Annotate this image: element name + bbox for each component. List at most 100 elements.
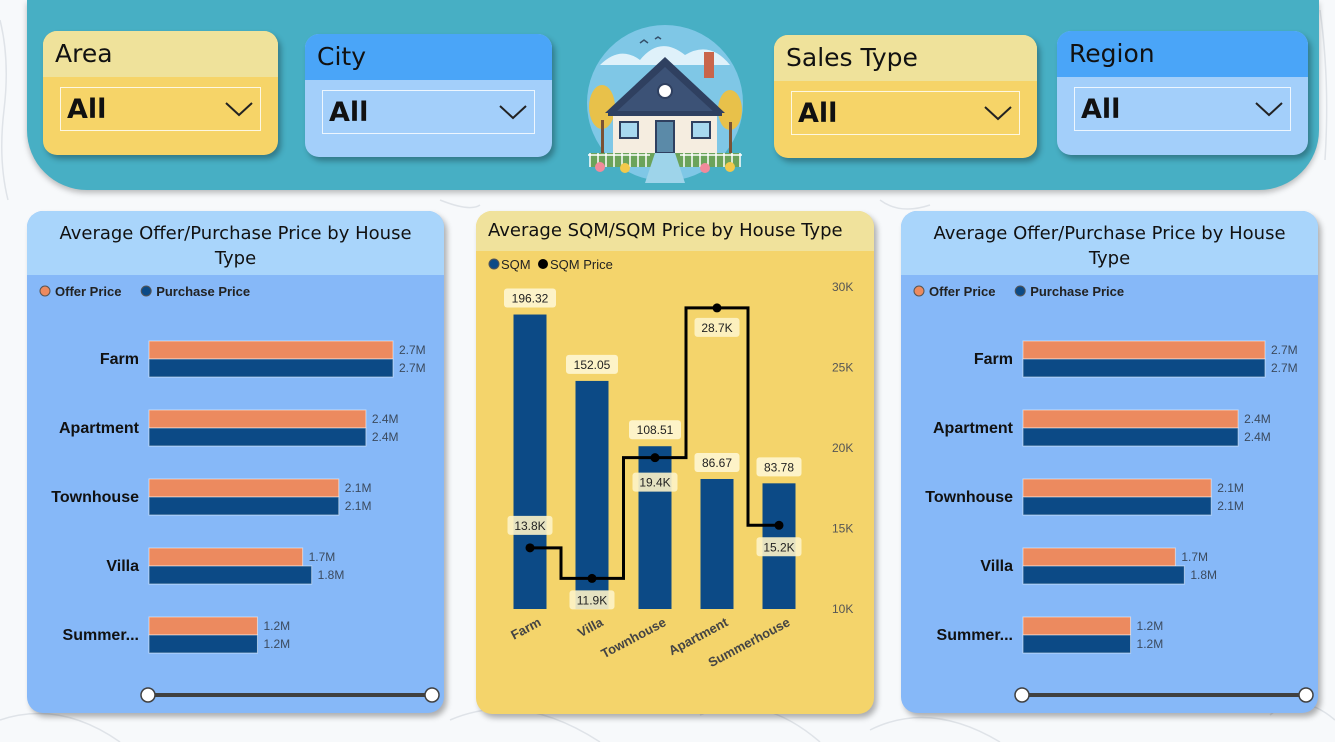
legend-marker xyxy=(488,258,500,270)
offer-purchase-card-right: Average Offer/Purchase Price by House Ty… xyxy=(901,211,1318,713)
chevron-down-icon xyxy=(225,102,253,117)
legend-label: Offer Price xyxy=(55,284,121,299)
legend-label: Offer Price xyxy=(929,284,995,299)
data-label: 2.1M xyxy=(345,481,372,495)
data-label: 1.2M xyxy=(1137,637,1164,651)
category-label: Townhouse xyxy=(925,489,1013,506)
data-label: 2.1M xyxy=(345,499,372,513)
bar xyxy=(1022,547,1176,567)
slider-handle-end xyxy=(1298,687,1314,703)
slider-handle-start xyxy=(140,687,156,703)
axis-tick-label: 10K xyxy=(832,602,853,616)
dropdown-value: All xyxy=(1081,93,1121,125)
chevron-down-icon xyxy=(499,105,527,120)
bar xyxy=(1022,496,1212,516)
data-label: 83.78 xyxy=(764,460,794,474)
data-label: 2.7M xyxy=(1271,343,1298,357)
legend-label: Purchase Price xyxy=(1030,284,1124,299)
data-label: 15.2K xyxy=(763,540,794,554)
line-point xyxy=(525,543,535,553)
bar xyxy=(1022,427,1239,447)
bar xyxy=(1022,634,1132,654)
axis-tick-label: 25K xyxy=(832,361,853,375)
data-label: 2.1M xyxy=(1217,499,1244,513)
data-label-bg xyxy=(756,457,802,477)
data-label: 2.4M xyxy=(1244,412,1271,426)
city-slicer[interactable]: City All xyxy=(305,34,552,157)
data-label: 196.32 xyxy=(512,292,549,306)
house-logo-icon xyxy=(587,25,743,183)
data-label: 86.67 xyxy=(702,456,732,470)
category-label: Townhouse xyxy=(598,614,668,661)
line-point xyxy=(587,573,597,583)
slicer-title: Region xyxy=(1057,31,1308,77)
chart-title: Average SQM/SQM Price by House Type xyxy=(476,211,874,251)
sales-type-dropdown[interactable]: All xyxy=(791,91,1020,135)
data-label: 1.7M xyxy=(309,550,336,564)
chart-title: Average Offer/Purchase Price by House Ty… xyxy=(901,211,1318,275)
legend-marker xyxy=(39,285,51,297)
chart-title: Average Offer/Purchase Price by House Ty… xyxy=(27,211,444,275)
offer-purchase-chart-left: Offer Price Purchase Price Farm 2.7M 2.7M Apa… xyxy=(39,284,440,703)
bar xyxy=(148,565,313,585)
data-label-bg xyxy=(569,590,615,610)
line-point xyxy=(774,520,784,530)
data-label: 108.51 xyxy=(637,423,674,437)
bar xyxy=(148,547,304,567)
bar xyxy=(1022,616,1132,636)
data-label: 28.7K xyxy=(701,321,732,335)
bar xyxy=(638,446,672,609)
bar xyxy=(148,616,258,636)
legend-marker xyxy=(538,259,548,269)
dropdown-value: All xyxy=(329,96,369,128)
category-label: Farm xyxy=(508,614,543,642)
data-label: 152.05 xyxy=(574,358,611,372)
bar xyxy=(700,478,734,609)
bar xyxy=(1022,478,1212,498)
data-label: 1.8M xyxy=(1190,568,1217,582)
data-label: 1.8M xyxy=(318,568,345,582)
axis-tick-label: 20K xyxy=(832,441,853,455)
chevron-down-icon xyxy=(1255,102,1283,117)
axis-tick-label: 30K xyxy=(832,280,853,294)
bar xyxy=(1022,340,1266,360)
area-slicer[interactable]: Area All xyxy=(43,31,278,155)
data-label-bg xyxy=(629,420,681,440)
data-label: 1.7M xyxy=(1181,550,1208,564)
data-label: 2.4M xyxy=(372,430,399,444)
line-point xyxy=(650,453,660,463)
dropdown-value: All xyxy=(67,93,107,125)
region-dropdown[interactable]: All xyxy=(1074,87,1291,131)
legend-label: Purchase Price xyxy=(156,284,250,299)
bar xyxy=(575,380,609,609)
data-label-bg xyxy=(566,354,618,374)
category-label: Summer... xyxy=(63,627,139,644)
area-dropdown[interactable]: All xyxy=(60,87,261,131)
bar xyxy=(148,496,340,516)
bar xyxy=(1022,565,1185,585)
category-label: Apartment xyxy=(933,420,1014,437)
data-label-bg xyxy=(694,317,740,337)
bar xyxy=(148,427,367,447)
category-label: Farm xyxy=(100,351,139,368)
line-point xyxy=(712,303,722,313)
region-slicer[interactable]: Region All xyxy=(1057,31,1308,155)
data-label: 2.4M xyxy=(372,412,399,426)
offer-purchase-card-left: Average Offer/Purchase Price by House Ty… xyxy=(27,211,444,713)
slicer-title: Sales Type xyxy=(774,35,1037,81)
data-label-bg xyxy=(632,472,678,492)
data-label: 11.9K xyxy=(577,593,607,607)
bar xyxy=(1022,409,1239,429)
data-label-bg xyxy=(504,288,556,308)
city-dropdown[interactable]: All xyxy=(322,90,535,134)
slicer-title: Area xyxy=(43,31,278,77)
bar xyxy=(148,340,394,360)
sales-type-slicer[interactable]: Sales Type All xyxy=(774,35,1037,158)
data-label: 2.7M xyxy=(399,361,426,375)
data-label: 13.8K xyxy=(514,519,545,533)
data-label: 19.4K xyxy=(639,476,670,490)
data-label: 2.7M xyxy=(1271,361,1298,375)
bar xyxy=(148,478,340,498)
data-label-bg xyxy=(507,515,553,535)
legend-marker xyxy=(913,285,925,297)
